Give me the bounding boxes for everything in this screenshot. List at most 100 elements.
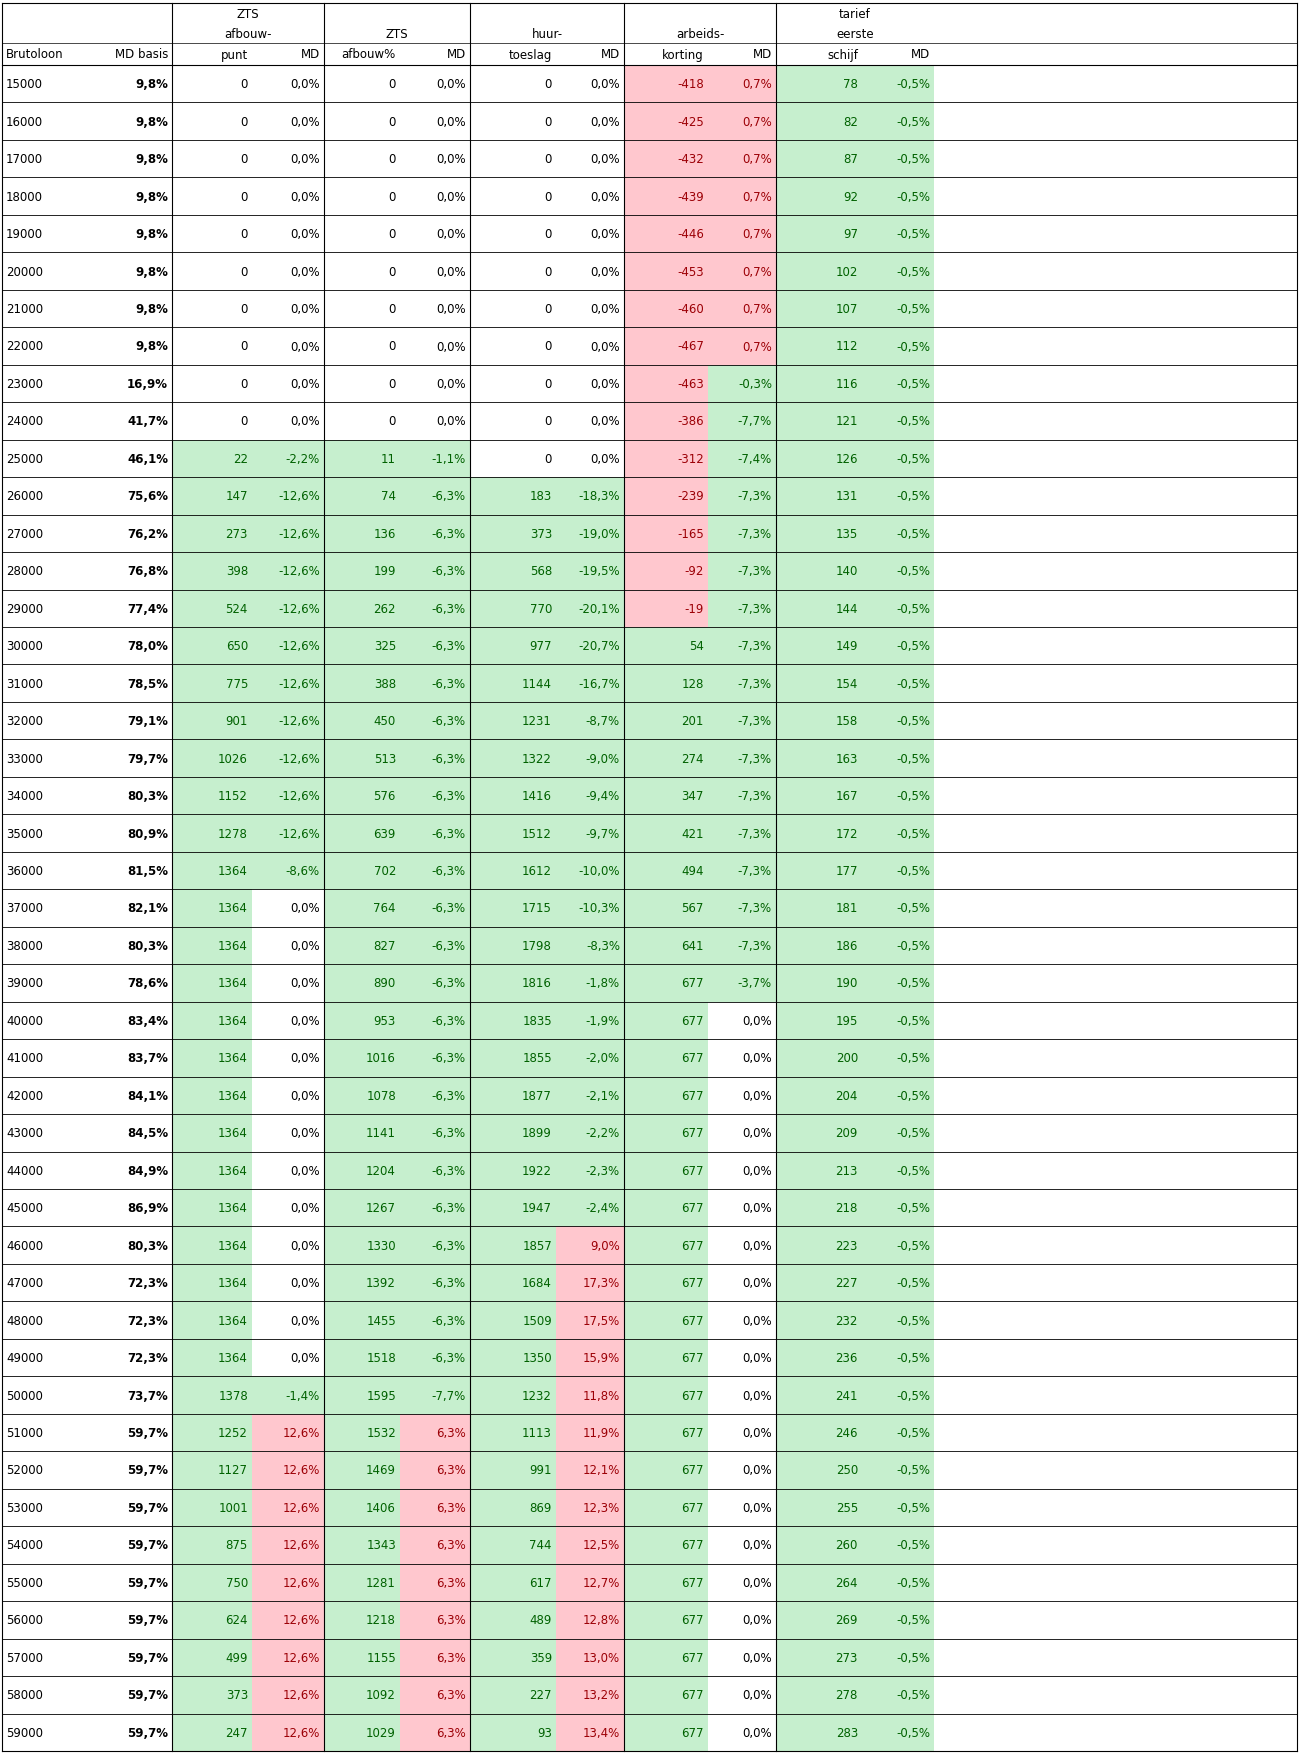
Text: 0,0%: 0,0%	[291, 416, 320, 428]
Bar	[556, 1002, 624, 1039]
Bar	[470, 1527, 556, 1564]
Bar	[3, 216, 77, 253]
Bar	[863, 777, 934, 814]
Text: -6,3%: -6,3%	[431, 902, 466, 914]
Text: 0: 0	[544, 416, 552, 428]
Text: 42000: 42000	[6, 1090, 43, 1102]
Bar	[77, 1415, 171, 1451]
Text: 0,0%: 0,0%	[291, 1127, 320, 1139]
Text: -463: -463	[677, 377, 704, 391]
Text: 213: 213	[835, 1164, 859, 1178]
Text: 744: 744	[530, 1539, 552, 1551]
Text: -6,3%: -6,3%	[431, 1351, 466, 1364]
Text: 0,0%: 0,0%	[590, 265, 620, 279]
Bar	[624, 1639, 708, 1676]
Text: 750: 750	[226, 1576, 248, 1588]
Text: 325: 325	[374, 641, 396, 653]
Text: 639: 639	[374, 827, 396, 841]
Text: -0,5%: -0,5%	[896, 1539, 930, 1551]
Bar	[776, 1488, 863, 1527]
Text: 1113: 1113	[522, 1427, 552, 1439]
Bar	[323, 777, 400, 814]
Text: 1278: 1278	[218, 827, 248, 841]
Text: -6,3%: -6,3%	[431, 1127, 466, 1139]
Bar	[776, 1415, 863, 1451]
Bar	[776, 702, 863, 741]
Bar	[252, 927, 323, 965]
Bar	[708, 890, 776, 927]
Text: 0,0%: 0,0%	[590, 416, 620, 428]
Bar	[323, 441, 400, 477]
Text: 1364: 1364	[218, 865, 248, 878]
Text: 1218: 1218	[366, 1613, 396, 1627]
Bar	[77, 1227, 171, 1264]
Text: -6,3%: -6,3%	[431, 1239, 466, 1251]
Bar	[708, 404, 776, 441]
Text: 0,0%: 0,0%	[291, 265, 320, 279]
Text: 576: 576	[374, 790, 396, 802]
Bar	[708, 1227, 776, 1264]
Text: -7,3%: -7,3%	[738, 827, 772, 841]
Text: -2,3%: -2,3%	[586, 1164, 620, 1178]
Bar	[470, 1190, 556, 1227]
Text: 677: 677	[682, 1501, 704, 1515]
Bar	[323, 328, 400, 365]
Bar	[863, 1713, 934, 1751]
Bar	[556, 1376, 624, 1415]
Bar	[323, 1227, 400, 1264]
Bar	[77, 927, 171, 965]
Bar	[863, 1227, 934, 1264]
Text: 0,0%: 0,0%	[291, 377, 320, 391]
Bar	[252, 516, 323, 553]
Text: 0: 0	[240, 116, 248, 128]
Bar	[3, 1713, 77, 1751]
Bar	[400, 1078, 470, 1114]
Text: -20,7%: -20,7%	[578, 641, 620, 653]
Text: -0,5%: -0,5%	[896, 602, 930, 616]
Bar	[863, 1002, 934, 1039]
Text: MD: MD	[447, 49, 466, 61]
Text: 770: 770	[530, 602, 552, 616]
Bar	[624, 814, 708, 853]
Bar	[708, 179, 776, 216]
Bar	[470, 1451, 556, 1488]
Bar	[776, 1676, 863, 1713]
Text: 260: 260	[835, 1539, 859, 1551]
Bar	[708, 253, 776, 291]
Text: 450: 450	[374, 714, 396, 728]
Text: 78,0%: 78,0%	[127, 641, 168, 653]
Bar	[708, 1114, 776, 1151]
Text: 641: 641	[682, 939, 704, 953]
Text: 16,9%: 16,9%	[127, 377, 168, 391]
Bar	[3, 1376, 77, 1415]
Text: 269: 269	[835, 1613, 859, 1627]
Text: 1518: 1518	[366, 1351, 396, 1364]
Text: -0,5%: -0,5%	[896, 902, 930, 914]
Text: 0,0%: 0,0%	[742, 1239, 772, 1251]
Text: 12,5%: 12,5%	[583, 1539, 620, 1551]
Text: -7,7%: -7,7%	[738, 416, 772, 428]
Bar	[323, 253, 400, 291]
Text: 80,3%: 80,3%	[127, 939, 168, 953]
Text: 13,0%: 13,0%	[583, 1651, 620, 1664]
Text: -0,5%: -0,5%	[896, 116, 930, 128]
Text: 677: 677	[682, 1314, 704, 1327]
Text: -7,3%: -7,3%	[738, 528, 772, 541]
Bar	[556, 291, 624, 328]
Text: 12,3%: 12,3%	[583, 1501, 620, 1515]
Bar	[323, 67, 400, 104]
Text: 0,0%: 0,0%	[590, 453, 620, 465]
Bar	[624, 1564, 708, 1601]
Bar	[470, 1078, 556, 1114]
Bar	[556, 1415, 624, 1451]
Text: 11,8%: 11,8%	[583, 1388, 620, 1402]
Bar	[624, 1264, 708, 1302]
Bar	[252, 328, 323, 365]
Text: 43000: 43000	[6, 1127, 43, 1139]
Text: 489: 489	[530, 1613, 552, 1627]
Bar	[624, 1415, 708, 1451]
Text: 0,0%: 0,0%	[436, 265, 466, 279]
Text: 1612: 1612	[522, 865, 552, 878]
Bar	[708, 702, 776, 741]
Bar	[3, 741, 77, 777]
